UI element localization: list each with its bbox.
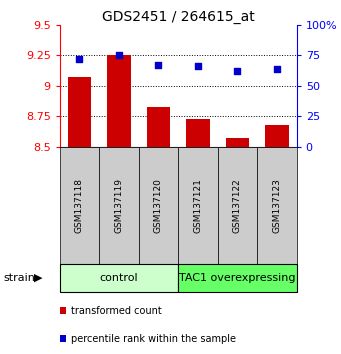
Text: ▶: ▶ (34, 273, 43, 283)
Point (235, 68, 240, 74)
Bar (226, 138, 249, 147)
Bar (186, 119, 210, 147)
Text: GSM137122: GSM137122 (233, 178, 242, 233)
Title: GDS2451 / 264615_at: GDS2451 / 264615_at (102, 10, 254, 24)
Text: transformed count: transformed count (71, 306, 162, 316)
Text: GSM137118: GSM137118 (75, 178, 84, 233)
Bar (107, 55, 131, 147)
Point (116, 52, 122, 58)
Text: TAC1 overexpressing: TAC1 overexpressing (179, 273, 296, 283)
Text: percentile rank within the sample: percentile rank within the sample (71, 333, 236, 343)
Point (274, 66, 280, 72)
Text: GSM137119: GSM137119 (115, 178, 123, 233)
Bar (68, 77, 91, 147)
Bar (147, 107, 170, 147)
Text: GSM137121: GSM137121 (193, 178, 203, 233)
Bar (265, 125, 289, 147)
Text: control: control (100, 273, 138, 283)
Point (156, 62, 161, 68)
Point (195, 63, 201, 69)
Text: GSM137120: GSM137120 (154, 178, 163, 233)
Text: strain: strain (3, 273, 35, 283)
Text: GSM137123: GSM137123 (272, 178, 281, 233)
Point (77, 56, 82, 62)
